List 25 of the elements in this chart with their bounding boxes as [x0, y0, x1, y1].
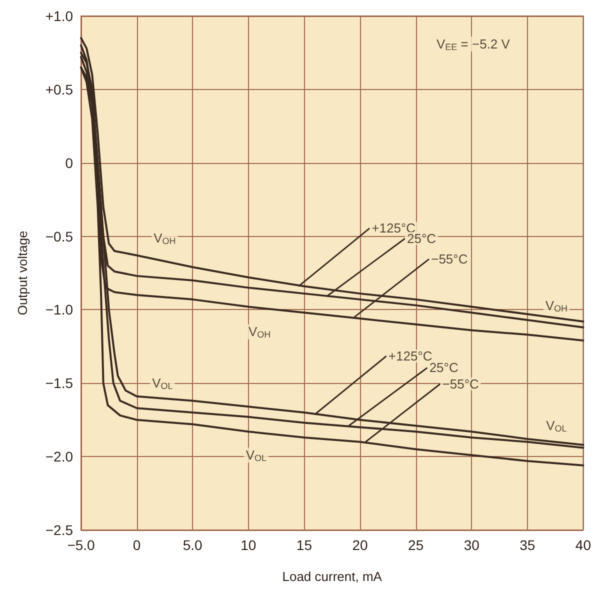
y-tick-label: −2.5 [45, 522, 74, 538]
annotation: +125°C [388, 348, 432, 364]
x-axis-title: Load current, mA [282, 569, 382, 584]
x-tick-label: 30 [464, 537, 480, 553]
x-tick-label: 5.0 [182, 537, 203, 553]
y-axis-title: Output voltage [15, 230, 30, 316]
x-tick-label: 40 [575, 537, 592, 553]
y-tick-label: +0.5 [45, 81, 74, 98]
x-tick-label: 20 [352, 537, 368, 553]
x-tick-label: 10 [240, 537, 256, 553]
y-tick-label: −0.5 [45, 228, 74, 244]
annotation: 25°C [429, 360, 458, 376]
x-tick-label: 0 [132, 537, 141, 553]
annotation: 25°C [407, 230, 436, 246]
x-tick-label: 35 [520, 537, 536, 553]
annotation: −55°C [442, 376, 479, 392]
y-tick-label: 0 [65, 154, 74, 171]
y-tick-label: −1.5 [45, 375, 74, 392]
x-tick-label: 25 [408, 537, 424, 553]
y-tick-label: −2.0 [45, 448, 74, 465]
x-tick-label: 15 [296, 537, 312, 553]
y-tick-label: −1.0 [45, 302, 74, 318]
y-tick-label: +1.0 [45, 8, 74, 24]
annotation: −55°C [431, 252, 468, 267]
x-tick-label: −5.0 [67, 537, 96, 553]
